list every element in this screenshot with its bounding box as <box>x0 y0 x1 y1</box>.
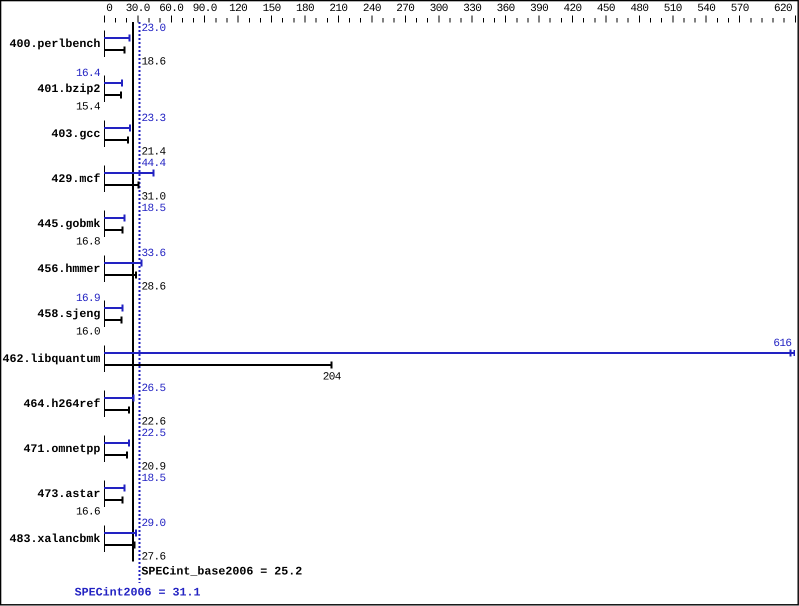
svg-text:16.8: 16.8 <box>76 237 100 249</box>
svg-text:18.6: 18.6 <box>142 57 166 69</box>
svg-text:473.astar: 473.astar <box>37 487 100 501</box>
svg-text:18.5: 18.5 <box>142 473 166 485</box>
svg-text:462.libquantum: 462.libquantum <box>2 352 100 366</box>
svg-text:150: 150 <box>263 3 281 15</box>
svg-text:16.9: 16.9 <box>76 293 100 305</box>
svg-text:464.h264ref: 464.h264ref <box>23 397 100 411</box>
svg-text:458.sjeng: 458.sjeng <box>37 307 100 321</box>
svg-text:27.6: 27.6 <box>142 552 166 564</box>
svg-text:400.perlbench: 400.perlbench <box>9 37 100 51</box>
svg-text:456.hmmer: 456.hmmer <box>37 262 100 276</box>
svg-text:SPECint_base2006 = 25.2: SPECint_base2006 = 25.2 <box>141 565 302 579</box>
svg-text:330: 330 <box>463 3 481 15</box>
svg-text:23.0: 23.0 <box>142 23 166 35</box>
svg-text:510: 510 <box>664 3 682 15</box>
svg-text:471.omnetpp: 471.omnetpp <box>23 442 100 456</box>
svg-text:616: 616 <box>773 338 791 350</box>
svg-text:480: 480 <box>630 3 648 15</box>
svg-text:23.3: 23.3 <box>142 113 166 125</box>
svg-text:300: 300 <box>430 3 448 15</box>
svg-text:403.gcc: 403.gcc <box>51 127 100 141</box>
svg-text:30.0: 30.0 <box>126 3 150 15</box>
svg-text:210: 210 <box>329 3 347 15</box>
svg-text:390: 390 <box>530 3 548 15</box>
svg-text:270: 270 <box>396 3 414 15</box>
svg-text:31.0: 31.0 <box>142 192 166 204</box>
svg-text:483.xalancbmk: 483.xalancbmk <box>9 532 100 546</box>
svg-text:240: 240 <box>363 3 381 15</box>
svg-text:570: 570 <box>731 3 749 15</box>
svg-text:20.9: 20.9 <box>142 462 166 474</box>
svg-text:18.5: 18.5 <box>142 203 166 215</box>
svg-text:360: 360 <box>497 3 515 15</box>
svg-text:SPECint2006 = 31.1: SPECint2006 = 31.1 <box>75 586 201 600</box>
svg-text:16.0: 16.0 <box>76 327 100 339</box>
svg-text:22.6: 22.6 <box>142 417 166 429</box>
svg-text:21.4: 21.4 <box>142 147 167 159</box>
svg-text:90.0: 90.0 <box>193 3 217 15</box>
svg-text:28.6: 28.6 <box>142 282 166 294</box>
svg-text:44.4: 44.4 <box>142 158 167 170</box>
svg-text:120: 120 <box>229 3 247 15</box>
svg-text:60.0: 60.0 <box>159 3 183 15</box>
svg-text:540: 540 <box>697 3 715 15</box>
svg-text:401.bzip2: 401.bzip2 <box>37 82 100 96</box>
svg-text:16.4: 16.4 <box>76 68 101 80</box>
svg-text:29.0: 29.0 <box>142 518 166 530</box>
svg-text:620: 620 <box>774 3 792 15</box>
svg-text:429.mcf: 429.mcf <box>51 172 100 186</box>
svg-text:204: 204 <box>323 372 342 384</box>
svg-text:180: 180 <box>296 3 314 15</box>
svg-text:22.5: 22.5 <box>142 428 166 440</box>
svg-text:16.6: 16.6 <box>76 507 100 519</box>
svg-text:15.4: 15.4 <box>76 102 101 114</box>
svg-text:445.gobmk: 445.gobmk <box>37 217 100 231</box>
svg-text:420: 420 <box>563 3 581 15</box>
svg-text:33.6: 33.6 <box>142 248 166 260</box>
svg-text:450: 450 <box>597 3 615 15</box>
svg-text:0: 0 <box>106 3 112 15</box>
svg-text:26.5: 26.5 <box>142 383 166 395</box>
